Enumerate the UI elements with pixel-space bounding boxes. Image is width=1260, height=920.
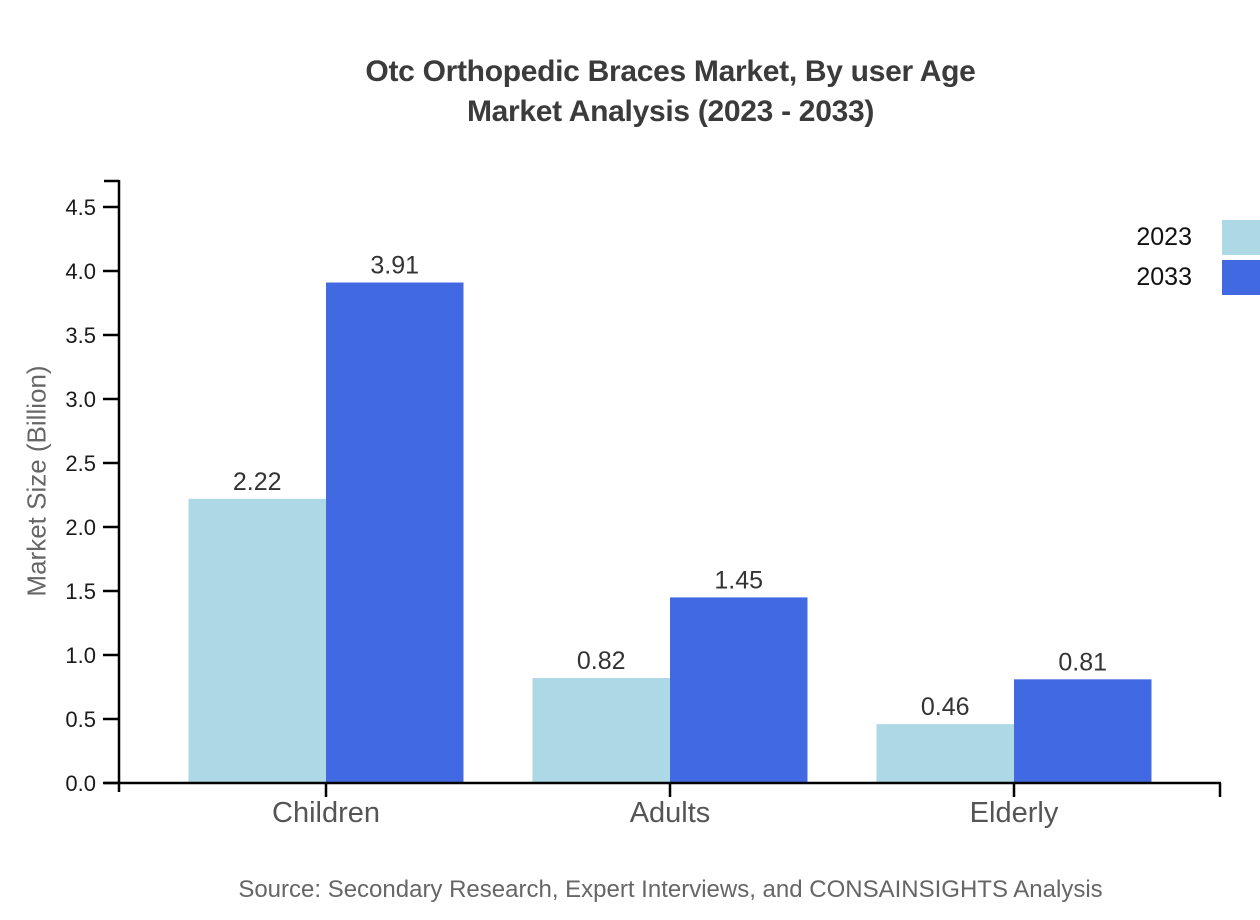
bar-adults-2033 <box>670 597 808 783</box>
value-label: 0.46 <box>921 693 970 721</box>
y-tick-label: 4.0 <box>65 259 96 284</box>
value-label: 0.81 <box>1058 648 1107 676</box>
y-tick-label: 2.0 <box>65 515 96 540</box>
y-tick-label: 0.5 <box>65 707 96 732</box>
legend-swatch <box>1222 260 1260 295</box>
bar-elderly-2033 <box>1014 679 1152 783</box>
legend-swatch <box>1222 220 1260 255</box>
y-tick-label: 3.5 <box>65 323 96 348</box>
chart-title-line2: Market Analysis (2023 - 2033) <box>466 95 875 128</box>
value-label: 2.22 <box>233 468 282 496</box>
y-tick-label: 4.5 <box>65 195 96 220</box>
value-label: 1.45 <box>714 566 763 594</box>
bar-elderly-2023 <box>876 724 1014 783</box>
legend-item-2033: 2033 <box>1136 260 1260 295</box>
chart-title: Otc Orthopedic Braces Market, By user Ag… <box>119 52 1222 132</box>
bar-adults-2023 <box>532 678 670 783</box>
value-label: 3.91 <box>370 252 419 280</box>
bar-children-2033 <box>326 282 464 783</box>
y-tick-label: 2.5 <box>65 451 96 476</box>
legend-item-2023: 2023 <box>1136 220 1260 255</box>
chart-legend: 2023 2033 <box>1136 220 1260 295</box>
category-label: Adults <box>630 797 711 829</box>
category-label: Elderly <box>970 797 1059 829</box>
y-tick-label: 1.5 <box>65 579 96 604</box>
y-tick-label: 1.0 <box>65 643 96 668</box>
category-label: Children <box>272 797 380 829</box>
chart-title-line1: Otc Orthopedic Braces Market, By user Ag… <box>365 55 976 88</box>
bar-children-2023 <box>188 498 326 783</box>
source-attribution: Source: Secondary Research, Expert Inter… <box>238 876 1103 903</box>
value-label: 0.82 <box>577 647 626 675</box>
legend-label: 2033 <box>1136 263 1192 291</box>
y-axis-title: Market Size (Billion) <box>21 365 52 597</box>
y-tick-label: 0.0 <box>65 771 96 796</box>
legend-label: 2023 <box>1136 223 1192 251</box>
y-tick-label: 3.0 <box>65 387 96 412</box>
